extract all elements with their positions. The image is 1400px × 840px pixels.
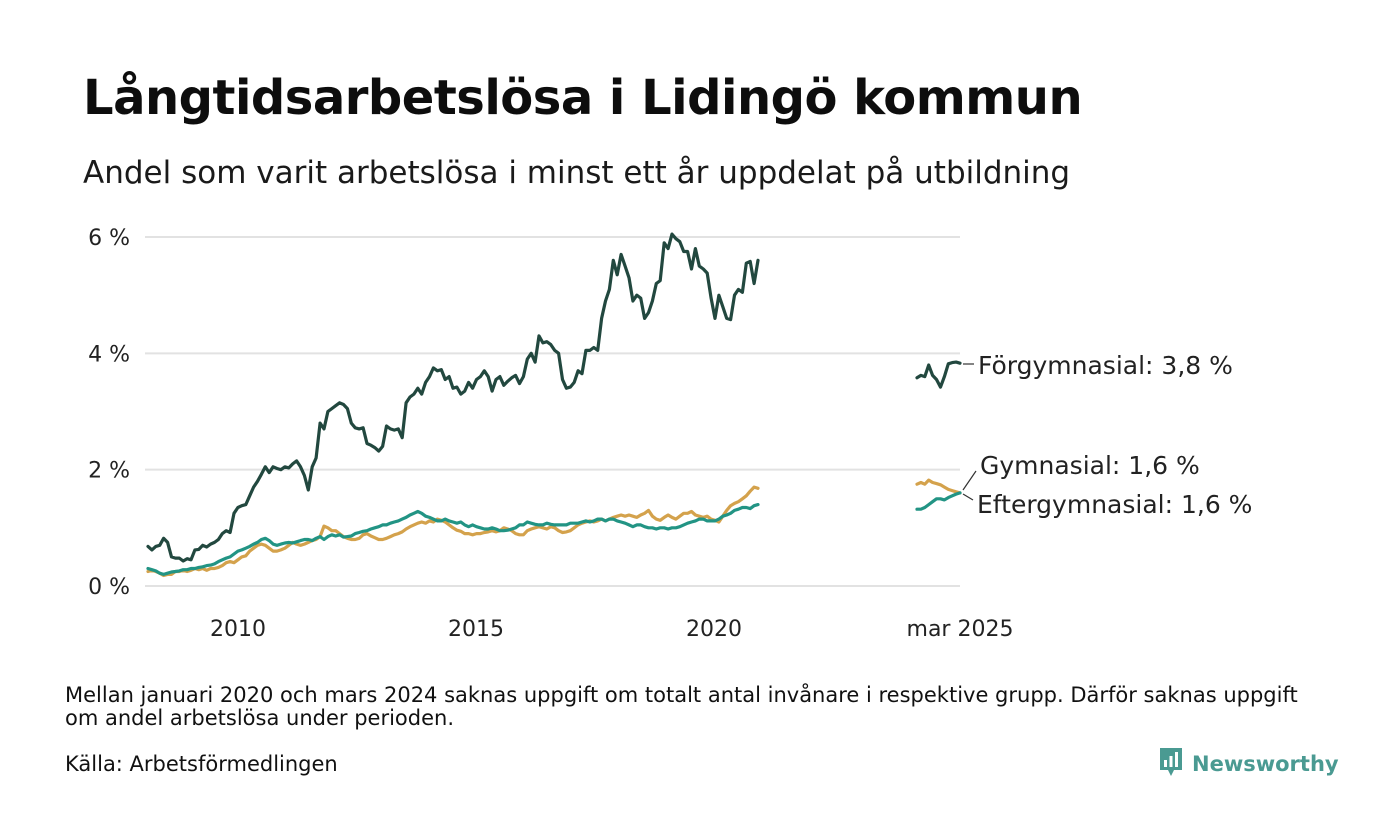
series-end-label: Förgymnasial: 3,8 % (978, 351, 1233, 380)
line-chart: 0 % 2 % 4 % 6 % 2010 2015 2020 mar 2025 Förgym… (88, 226, 1252, 642)
x-tick-label: 2015 (448, 617, 504, 642)
label-leader-line (962, 470, 977, 491)
series-line-eftergymnasial (915, 491, 962, 511)
series-line-eftergymnasial (146, 503, 760, 577)
x-tick-label: 2010 (210, 617, 266, 642)
brand-name: Newsworthy (1192, 752, 1339, 776)
series-end-labels: Förgymnasial: 3,8 % Gymnasial: 1,6 % Efter… (962, 351, 1252, 519)
series-lines (146, 232, 962, 578)
chart-title: Långtidsarbetslösa i Lidingö kommun (83, 70, 1083, 126)
y-tick-label: 0 % (88, 575, 130, 600)
series-end-label: Eftergymnasial: 1,6 % (977, 490, 1252, 519)
y-tick-label: 2 % (88, 459, 130, 484)
gridlines (145, 236, 960, 587)
x-tick-label: mar 2025 (907, 617, 1014, 642)
brand-logo[interactable]: Newsworthy (1158, 746, 1339, 782)
series-end-label: Gymnasial: 1,6 % (980, 451, 1200, 480)
bar-chart-bubble-icon (1158, 746, 1184, 782)
chart-subtitle: Andel som varit arbetslösa i minst ett å… (83, 155, 1071, 191)
label-leader-line (962, 493, 974, 501)
series-line-förgymnasial (146, 232, 760, 563)
y-tick-label: 4 % (88, 342, 130, 367)
x-tick-label: 2020 (686, 617, 742, 642)
footnote: Mellan januari 2020 och mars 2024 saknas… (65, 683, 1298, 730)
series-line-förgymnasial (915, 360, 962, 389)
series-line-gymnasial (915, 478, 962, 495)
source-note: Källa: Arbetsförmedlingen (65, 752, 338, 776)
y-axis-ticks: 0 % 2 % 4 % 6 % (88, 226, 130, 600)
series-line-gymnasial (146, 485, 760, 578)
y-tick-label: 6 % (88, 226, 130, 251)
x-axis-ticks: 2010 2015 2020 mar 2025 (210, 617, 1013, 642)
